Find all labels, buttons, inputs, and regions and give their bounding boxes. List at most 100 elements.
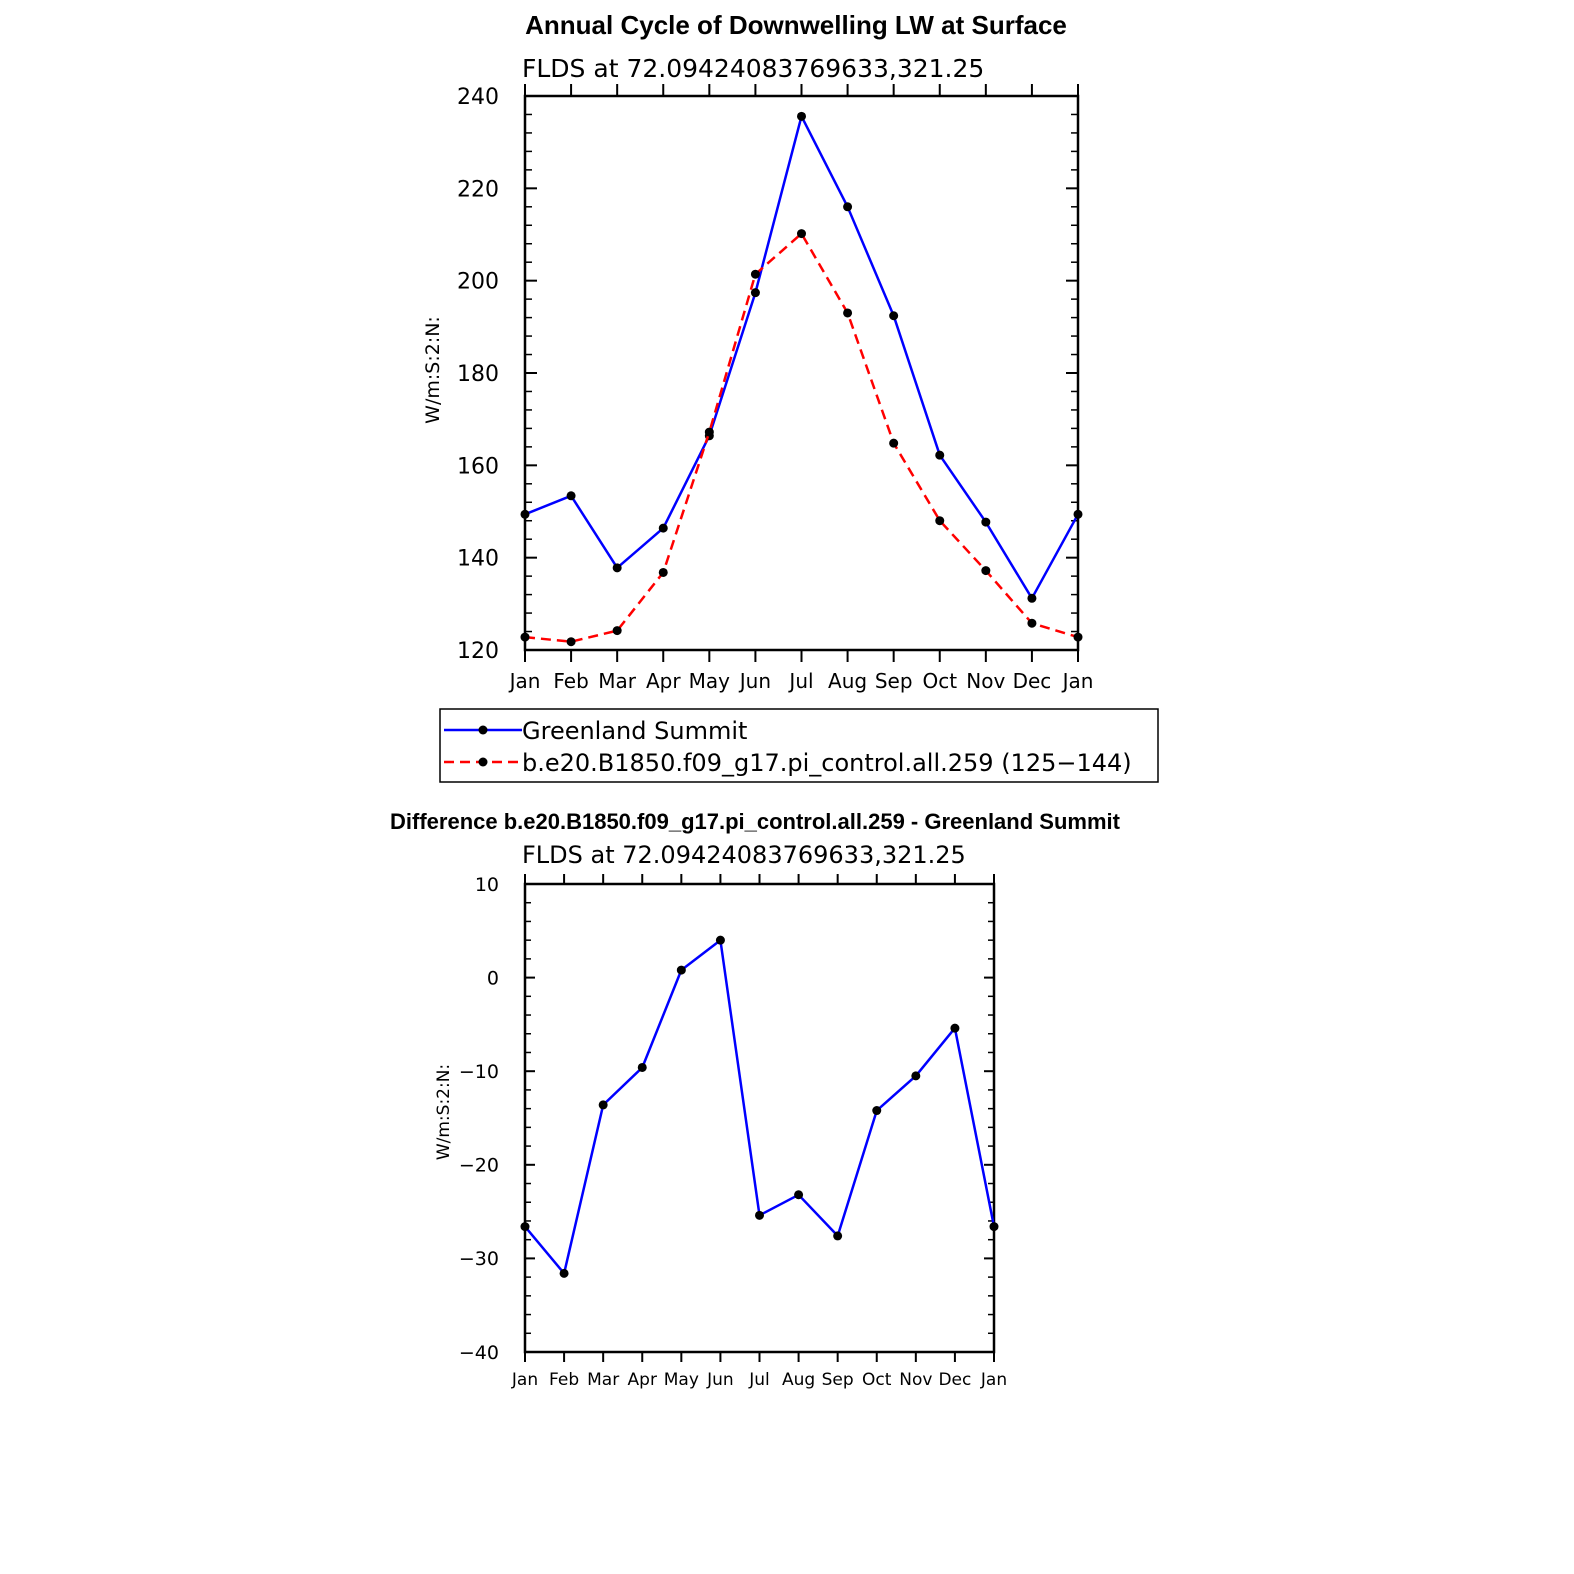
series-line-0 xyxy=(524,938,996,1275)
data-point xyxy=(612,626,622,636)
chart2-axes: −40 −30 −20 −10 0 10 Jan Feb Mar Apr May Jun Jul Aug S… xyxy=(459,874,1007,1390)
chart1-subtitle: FLDS at 72.09424083769633,321.25 xyxy=(522,54,984,83)
x-tick-label: Jun xyxy=(706,1370,734,1390)
x-tick-label: Nov xyxy=(899,1370,932,1390)
x-tick-label: Apr xyxy=(646,669,681,693)
y-tick-label: 10 xyxy=(475,874,499,896)
data-point xyxy=(520,1222,530,1232)
x-tick-label: Aug xyxy=(828,669,867,693)
data-point xyxy=(520,509,530,519)
x-tick-label: Jan xyxy=(511,1370,538,1390)
x-tick-label: Jul xyxy=(787,669,813,693)
data-point xyxy=(750,269,760,279)
x-tick-label: Jan xyxy=(1061,669,1094,693)
legend-marker-control-run xyxy=(478,757,488,767)
data-point xyxy=(797,111,806,121)
data-point xyxy=(889,438,899,448)
x-tick-label: Dec xyxy=(938,1370,971,1390)
x-tick-label: Jul xyxy=(748,1370,770,1390)
data-point xyxy=(950,1023,960,1033)
y-tick-label: 240 xyxy=(457,85,499,110)
data-point xyxy=(1073,632,1083,642)
chart1-y-axis-label: W/m:S:2:N: xyxy=(422,316,444,424)
data-point xyxy=(794,1190,804,1200)
x-tick-label: Dec xyxy=(1013,669,1052,693)
data-point xyxy=(1073,509,1083,519)
chart2-y-axis-label: W/m:S:2:N: xyxy=(434,1064,454,1160)
chart1-title: Annual Cycle of Downwelling LW at Surfac… xyxy=(525,10,1067,40)
chart2-subtitle: FLDS at 72.09424083769633,321.25 xyxy=(522,841,966,869)
x-tick-label: Mar xyxy=(598,669,637,693)
y-tick-label: 200 xyxy=(457,270,499,295)
data-point xyxy=(989,1222,999,1232)
x-tick-label: Feb xyxy=(549,1370,579,1390)
x-tick-label: Oct xyxy=(922,669,957,693)
data-point xyxy=(843,308,853,318)
data-point xyxy=(981,566,991,576)
y-tick-label: −10 xyxy=(459,1061,499,1083)
data-point xyxy=(704,427,714,437)
data-point xyxy=(1027,618,1037,628)
y-tick-label: 140 xyxy=(457,547,499,572)
legend-label-greenland-summit: Greenland Summit xyxy=(522,717,747,745)
data-point xyxy=(598,1100,608,1110)
data-point xyxy=(612,563,622,573)
y-tick-label: −30 xyxy=(459,1248,499,1270)
data-point xyxy=(637,1062,647,1072)
plot-frame xyxy=(523,94,1080,652)
x-tick-label: Jan xyxy=(508,669,541,693)
x-tick-label: Apr xyxy=(628,1370,657,1390)
chart2-series xyxy=(520,935,999,1278)
x-tick-label: May xyxy=(664,1370,699,1390)
y-tick-label: 120 xyxy=(457,639,499,664)
data-point xyxy=(750,288,760,298)
data-point xyxy=(520,632,530,642)
data-point xyxy=(658,523,668,533)
chart1-series xyxy=(520,111,1083,647)
data-point xyxy=(566,637,576,647)
data-point xyxy=(566,491,576,501)
x-tick-label: May xyxy=(689,669,731,693)
x-tick-label: Jan xyxy=(980,1370,1007,1390)
annual-cycle-chart: Annual Cycle of Downwelling LW at Surfac… xyxy=(422,10,1159,783)
chart1-axes: 120 140 160 180 200 220 240 Jan Feb Mar Apr May Jun J… xyxy=(457,84,1093,693)
y-tick-label: 0 xyxy=(487,967,499,989)
data-point xyxy=(981,517,991,527)
data-point xyxy=(843,202,853,212)
chart2-title: Difference b.e20.B1850.f09_g17.pi_contro… xyxy=(390,809,1121,834)
y-tick-label: −40 xyxy=(459,1342,499,1364)
x-tick-label: Mar xyxy=(587,1370,619,1390)
x-tick-label: Feb xyxy=(553,669,588,693)
x-tick-label: Nov xyxy=(966,669,1005,693)
x-tick-label: Jun xyxy=(738,669,771,693)
plot-frame xyxy=(523,882,996,1354)
legend-marker-greenland-summit xyxy=(478,725,488,735)
data-point xyxy=(911,1071,921,1081)
data-point xyxy=(658,567,668,577)
data-point xyxy=(676,965,686,975)
data-point xyxy=(872,1106,882,1116)
data-point xyxy=(1027,593,1037,603)
data-point xyxy=(833,1231,843,1241)
legend-label-control-run: b.e20.B1850.f09_g17.pi_control.all.259 (… xyxy=(522,749,1132,777)
y-tick-label: −20 xyxy=(459,1155,499,1177)
data-point xyxy=(559,1268,569,1278)
legend-box xyxy=(439,708,1159,783)
data-point xyxy=(715,935,725,945)
data-point xyxy=(889,311,899,321)
data-point xyxy=(935,450,945,460)
y-tick-label: 180 xyxy=(457,362,499,387)
series-line-1 xyxy=(524,232,1079,643)
x-tick-label: Sep xyxy=(822,1370,854,1390)
x-tick-label: Sep xyxy=(875,669,913,693)
difference-chart: Difference b.e20.B1850.f09_g17.pi_contro… xyxy=(390,809,1121,1390)
y-tick-label: 220 xyxy=(457,177,499,202)
x-tick-label: Oct xyxy=(862,1370,892,1390)
x-tick-label: Aug xyxy=(782,1370,815,1390)
series-line-0 xyxy=(524,115,1080,600)
data-point xyxy=(797,229,806,239)
data-point xyxy=(755,1210,764,1220)
y-tick-label: 160 xyxy=(457,454,499,479)
data-point xyxy=(935,516,945,526)
